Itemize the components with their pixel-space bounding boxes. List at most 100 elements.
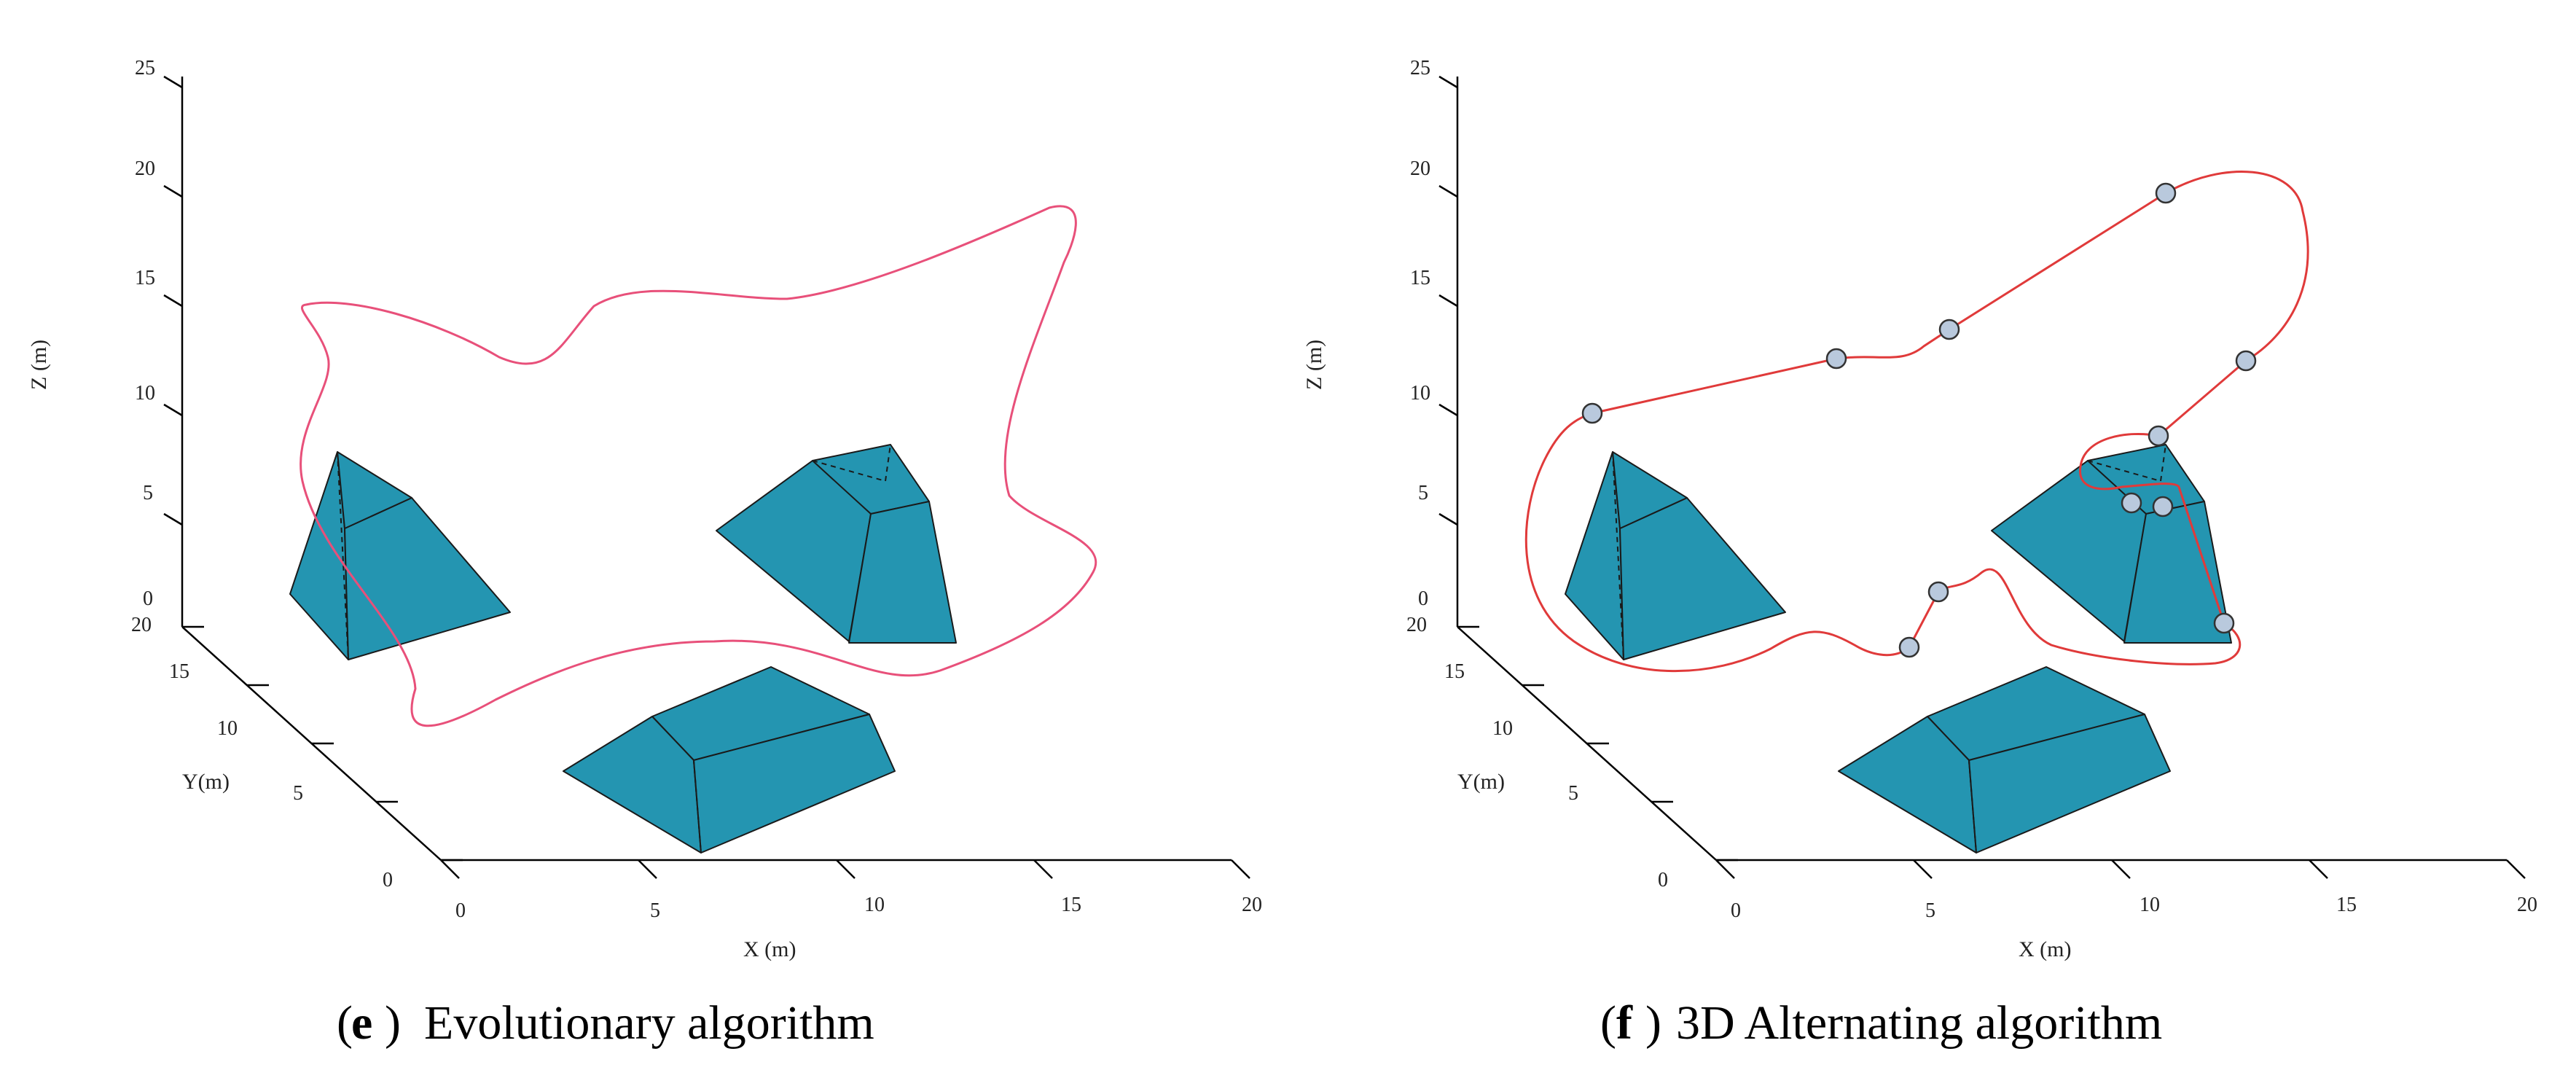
x-tick-label: 0 (1731, 899, 1741, 922)
z-tick-mark (163, 403, 183, 417)
z-axis-label: Z (m) (1302, 340, 1326, 390)
z-tick-label: 0 (1418, 587, 1428, 610)
y-axis-line (1457, 626, 1717, 861)
waypoint-marker (2121, 492, 2142, 514)
z-tick-label: 25 (135, 57, 155, 79)
y-tick-label: 0 (1658, 869, 1668, 891)
x-tick-mark (1033, 859, 1053, 879)
trajectory-path (1524, 170, 2309, 673)
waypoint-markers (1581, 182, 2257, 658)
y-tick-label: 20 (131, 614, 152, 636)
hidden-edge (1968, 759, 1977, 854)
caption-e: ( e ) Evolutionary algorithm (337, 996, 874, 1050)
waypoint-marker (1825, 348, 1847, 370)
hidden-edge (1612, 451, 1624, 660)
z-tick-label: 5 (1418, 482, 1428, 504)
y-axis-line (181, 626, 442, 861)
hidden-edge (812, 460, 886, 482)
prism-face-front (848, 501, 957, 644)
pyramid-face-front (344, 497, 511, 660)
obstacle-box (563, 666, 896, 854)
panel-e-axes (163, 75, 1250, 879)
x-tick-mark (1715, 859, 1735, 879)
obstacle-pyramid (1565, 451, 1786, 660)
caption-f-open-paren: ( (1600, 996, 1616, 1050)
x-tick-label: 20 (2517, 894, 2537, 916)
x-tick-label: 15 (1061, 894, 1081, 916)
caption-f-text: 3D Alternating algorithm (1676, 996, 2162, 1050)
x-tick-mark (2111, 859, 2131, 879)
x-tick-label: 10 (864, 894, 885, 916)
y-tick-label: 0 (383, 869, 393, 891)
waypoint-marker (2235, 350, 2257, 372)
z-tick-mark (163, 512, 183, 526)
hidden-edge (2087, 460, 2161, 482)
x-axis-label: X (m) (743, 937, 796, 961)
hidden-edge (2160, 444, 2166, 482)
z-tick-mark (163, 75, 183, 89)
x-tick-label: 10 (2140, 894, 2160, 916)
z-tick-label: 25 (1410, 57, 1430, 79)
panel-f: 25 20 15 10 5 0 20 15 10 5 0 0 5 10 15 2… (1302, 57, 2537, 961)
z-tick-mark (163, 294, 183, 308)
waypoint-marker (2152, 496, 2174, 517)
x-tick-label: 5 (1925, 899, 1935, 922)
hidden-edge (693, 759, 702, 854)
z-tick-label: 15 (135, 267, 155, 289)
caption-f-close-paren: ) (1645, 996, 1661, 1050)
z-tick-mark (163, 184, 183, 198)
x-tick-label: 20 (1242, 894, 1262, 916)
x-tick-mark (2506, 859, 2526, 879)
y-tick-label: 10 (1492, 717, 1513, 740)
y-tick-label: 5 (1568, 782, 1578, 805)
z-tick-mark (1438, 75, 1458, 89)
obstacle-prism (716, 444, 957, 644)
x-axis-label: X (m) (2019, 937, 2071, 961)
z-tick-label: 10 (1410, 382, 1430, 405)
trajectory-path (300, 205, 1097, 727)
y-tick-label: 5 (293, 782, 303, 805)
obstacle-pyramid (289, 451, 511, 660)
waypoint-marker (1898, 636, 1920, 658)
waypoint-marker (2213, 612, 2235, 634)
hidden-edge (885, 444, 891, 482)
z-tick-label: 10 (135, 382, 155, 405)
y-axis-label: Y(m) (1457, 770, 1505, 794)
x-tick-mark (440, 859, 460, 879)
z-tick-label: 5 (143, 482, 153, 504)
waypoint-marker (2148, 425, 2169, 447)
z-tick-label: 15 (1410, 267, 1430, 289)
caption-e-close-paren: ) (385, 996, 401, 1050)
x-tick-mark (2309, 859, 2328, 879)
y-tick-label: 10 (217, 717, 238, 740)
y-axis-label: Y(m) (182, 770, 230, 794)
panel-f-axes (1438, 75, 2526, 879)
x-tick-mark (1231, 859, 1250, 879)
y-tick-label: 15 (1444, 660, 1465, 683)
y-tick-label: 20 (1406, 614, 1427, 636)
pyramid-face-top (337, 451, 412, 529)
waypoint-marker (1581, 402, 1603, 424)
y-tick-label: 15 (169, 660, 189, 683)
panel-e: 25 20 15 10 5 0 20 15 10 5 0 0 5 10 15 2… (27, 57, 1262, 961)
hidden-edge (337, 451, 349, 660)
caption-e-letter: e (351, 996, 372, 1050)
caption-f: ( f ) 3D Alternating algorithm (1600, 996, 2162, 1050)
z-axis-label: Z (m) (27, 340, 51, 390)
x-tick-label: 5 (650, 899, 660, 922)
z-tick-label: 20 (135, 157, 155, 180)
x-tick-label: 15 (2336, 894, 2357, 916)
x-tick-mark (1913, 859, 1933, 879)
caption-e-open-paren: ( (337, 996, 353, 1050)
z-tick-mark (1438, 512, 1458, 526)
x-tick-label: 0 (455, 899, 466, 922)
z-tick-mark (1438, 184, 1458, 198)
waypoint-marker (2155, 182, 2177, 204)
waypoint-marker (1938, 319, 1960, 340)
pyramid-face-front (1619, 497, 1786, 660)
x-tick-mark (836, 859, 856, 879)
x-tick-mark (638, 859, 657, 879)
z-tick-mark (1438, 403, 1458, 417)
caption-f-letter: f (1616, 996, 1633, 1050)
